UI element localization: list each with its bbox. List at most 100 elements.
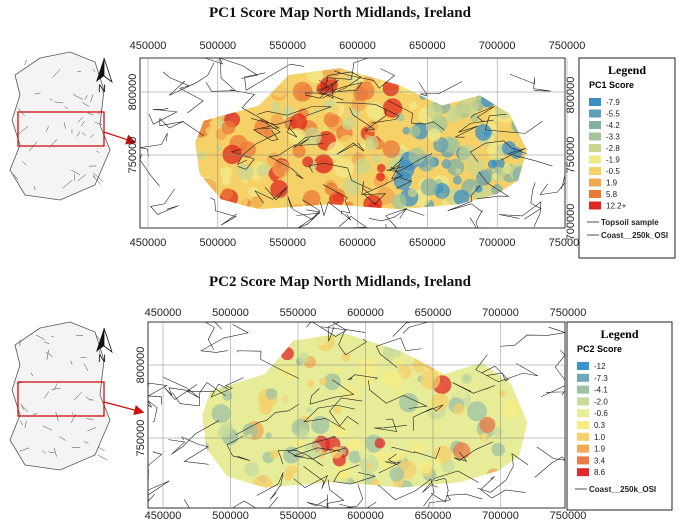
score-patch [330, 446, 343, 459]
coast-line [390, 447, 441, 459]
y-tick-label: 800000 [135, 347, 147, 384]
score-patch [264, 129, 274, 139]
legend-extra: Coast__250k_OSI [589, 485, 656, 494]
x-tick-label: 650000 [409, 237, 446, 249]
legend-label: 5.8 [606, 190, 618, 199]
coast-line [361, 181, 387, 205]
score-patch [377, 163, 386, 173]
legend-swatch [577, 421, 589, 429]
score-patch [323, 112, 340, 128]
score-patch [455, 168, 462, 175]
score-patch [348, 450, 362, 464]
inset-line [92, 68, 96, 73]
score-patch [470, 113, 480, 123]
coast-line [293, 447, 346, 460]
score-patch [453, 385, 468, 400]
score-patch [221, 120, 236, 135]
x-tick-label: 550000 [269, 237, 306, 249]
score-patch [333, 422, 348, 437]
score-patch [358, 389, 376, 406]
x-tick-label: 500000 [212, 510, 249, 522]
inset-line [89, 398, 94, 401]
coast-line [322, 184, 351, 215]
legend-label: -2.0 [594, 397, 608, 406]
coast-line [500, 147, 553, 167]
inset-line [85, 396, 91, 401]
score-patch [282, 470, 293, 481]
coast-line [293, 133, 330, 148]
score-patch [452, 442, 471, 460]
score-patch [491, 442, 505, 457]
score-patch [290, 113, 308, 131]
score-patch [333, 157, 354, 178]
inset-line [70, 360, 73, 365]
score-patch [475, 124, 492, 141]
coast-line [389, 157, 404, 180]
score-patch [479, 416, 496, 434]
north-arrow-half [103, 57, 113, 84]
legend-label: 12.2+ [606, 202, 627, 211]
coast-line [455, 119, 494, 138]
score-patch [359, 373, 374, 387]
score-patch [438, 192, 446, 200]
score-patch [387, 159, 400, 172]
inset-line [46, 126, 49, 132]
score-patch [211, 404, 231, 424]
score-patch [345, 336, 353, 344]
score-patch [313, 96, 323, 106]
score-patch [354, 157, 371, 175]
legend-swatch [589, 132, 601, 141]
legend-subtitle: PC1 Score [589, 80, 634, 90]
score-patch [408, 101, 418, 110]
coast-line [469, 140, 527, 162]
coast-line [316, 79, 339, 99]
legend-swatch [577, 468, 589, 477]
coast-line [447, 184, 483, 213]
score-patch [458, 144, 477, 163]
x-tick-label: 450000 [145, 510, 182, 522]
score-patch [358, 447, 370, 460]
legend-extra: Topsoil sample [601, 218, 659, 227]
score-patch [272, 159, 290, 178]
score-patch [373, 155, 381, 163]
score-patch [392, 356, 403, 368]
coast-line [250, 118, 298, 138]
coast-line [168, 420, 220, 455]
legend-subtitle: PC2 Score [577, 344, 622, 354]
coast-line [498, 201, 542, 227]
legend-swatch [589, 167, 601, 175]
inset-line [72, 94, 83, 100]
inset-line [94, 121, 103, 126]
score-patch [256, 163, 271, 178]
inset-line [71, 169, 81, 175]
score-patch [420, 369, 441, 390]
score-patch [215, 144, 222, 152]
score-patch [420, 178, 438, 196]
coast-line [481, 365, 509, 382]
inset-line [83, 363, 89, 372]
legend-swatch [577, 362, 589, 370]
inset-line [32, 412, 38, 416]
inset-line [90, 134, 94, 138]
extent-arrow [103, 401, 145, 416]
coast-line [326, 479, 345, 509]
coast-line [293, 466, 329, 489]
score-patch [248, 186, 259, 198]
coast-line [362, 177, 413, 206]
coast-line [164, 384, 198, 400]
score-patch [441, 158, 452, 169]
score-patch [302, 190, 321, 208]
x-tick-label: 750000 [549, 40, 586, 52]
inset-line [73, 392, 83, 401]
score-patch [321, 68, 341, 80]
legend-swatch [577, 397, 589, 406]
score-patch [323, 373, 341, 391]
map-panel: PC1 Score Map North Midlands, Ireland N 45… [9, 5, 676, 259]
score-patch [480, 434, 488, 441]
legend-swatch [589, 121, 601, 129]
coast-line [147, 451, 163, 480]
score-patch [461, 373, 473, 385]
score-patch [221, 176, 231, 186]
